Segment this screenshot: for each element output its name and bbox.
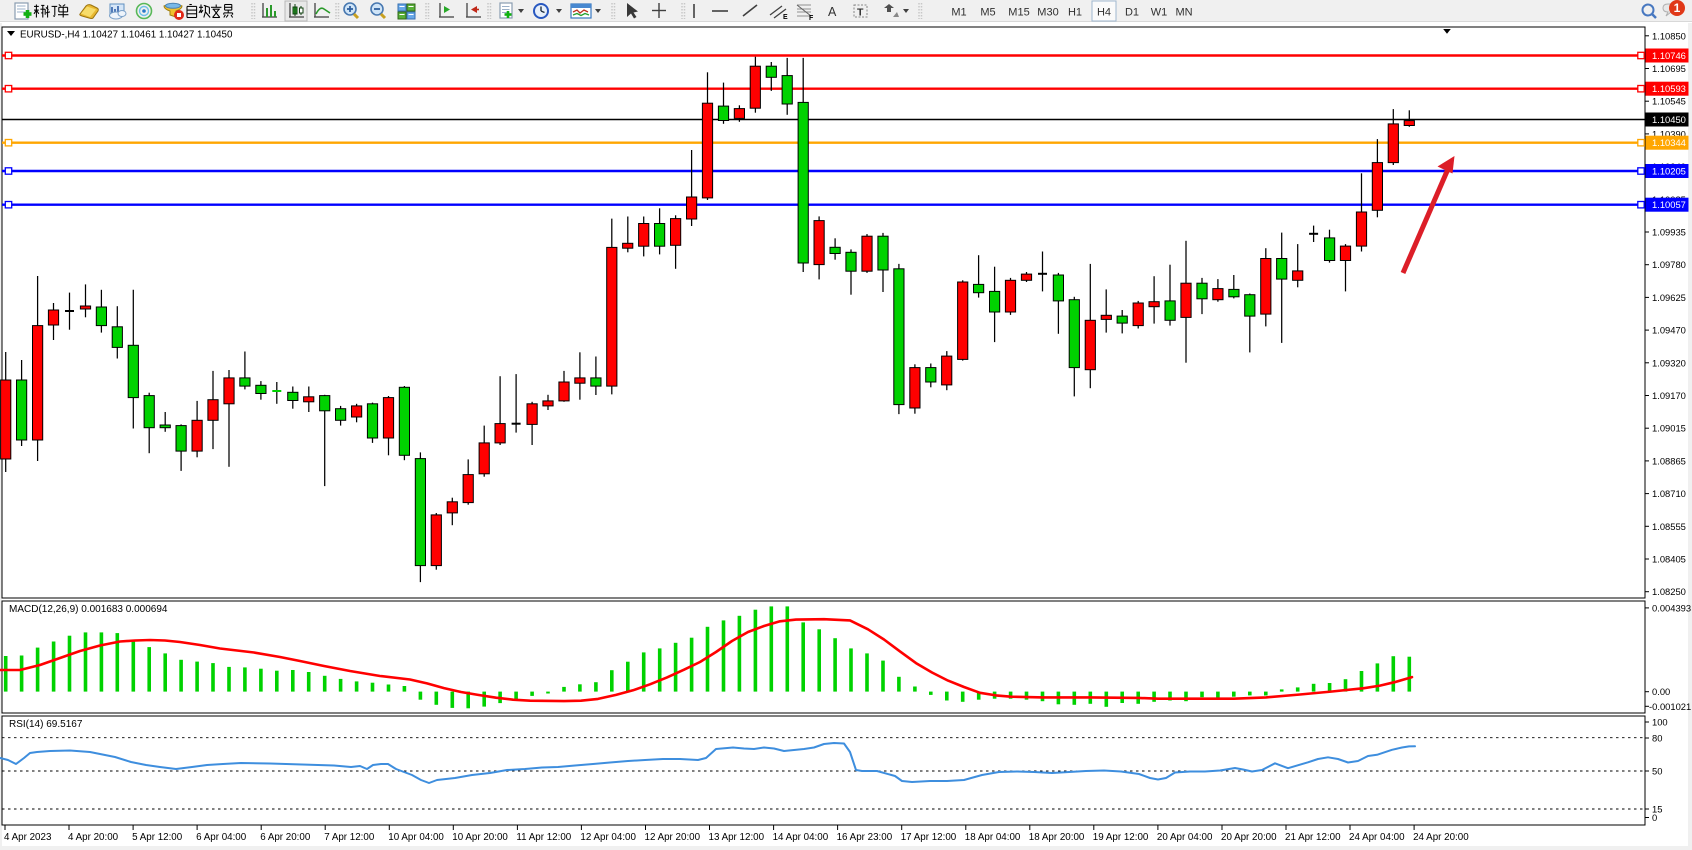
svg-text:0: 0: [1652, 812, 1657, 823]
svg-text:10 Apr 20:00: 10 Apr 20:00: [452, 832, 508, 843]
svg-text:7 Apr 12:00: 7 Apr 12:00: [324, 832, 375, 843]
svg-text:0.00: 0.00: [1652, 686, 1670, 697]
svg-text:1.10850: 1.10850: [1652, 30, 1686, 41]
svg-text:18 Apr 04:00: 18 Apr 04:00: [965, 832, 1021, 843]
svg-text:1.10344: 1.10344: [1652, 137, 1686, 148]
svg-text:EURUSD-,H4 1.10427 1.10461 1.: EURUSD-,H4 1.10427 1.10461 1.10427 1.104…: [20, 30, 233, 41]
svg-text:6 Apr 20:00: 6 Apr 20:00: [260, 832, 311, 843]
svg-text:18 Apr 20:00: 18 Apr 20:00: [1029, 832, 1085, 843]
svg-text:H1: H1: [1068, 7, 1082, 19]
svg-text:M1: M1: [951, 7, 966, 19]
svg-text:E: E: [783, 14, 788, 21]
svg-text:1.09935: 1.09935: [1652, 227, 1686, 238]
svg-text:1.09625: 1.09625: [1652, 292, 1686, 303]
svg-text:1.08405: 1.08405: [1652, 554, 1686, 565]
svg-text:10 Apr 04:00: 10 Apr 04:00: [388, 832, 444, 843]
svg-text:6 Apr 04:00: 6 Apr 04:00: [196, 832, 247, 843]
svg-text:13 Apr 12:00: 13 Apr 12:00: [709, 832, 765, 843]
svg-text:A: A: [828, 5, 837, 19]
svg-text:1.09170: 1.09170: [1652, 390, 1686, 401]
svg-text:1.08710: 1.08710: [1652, 488, 1686, 499]
svg-text:1: 1: [1674, 1, 1681, 15]
svg-text:19 Apr 12:00: 19 Apr 12:00: [1093, 832, 1149, 843]
svg-text:24 Apr 04:00: 24 Apr 04:00: [1349, 832, 1405, 843]
svg-text:50: 50: [1652, 766, 1662, 777]
svg-text:16 Apr 23:00: 16 Apr 23:00: [837, 832, 893, 843]
svg-text:MACD(12,26,9) 0.001683 0.00069: MACD(12,26,9) 0.001683 0.000694: [9, 604, 168, 615]
svg-text:5 Apr 12:00: 5 Apr 12:00: [132, 832, 183, 843]
svg-text:1.10593: 1.10593: [1652, 83, 1686, 94]
svg-text:1.10450: 1.10450: [1652, 114, 1686, 125]
svg-text:1.08555: 1.08555: [1652, 521, 1686, 532]
svg-text:14 Apr 04:00: 14 Apr 04:00: [773, 832, 829, 843]
svg-text:W1: W1: [1151, 7, 1168, 19]
svg-text:H4: H4: [1097, 7, 1111, 19]
svg-text:1.09470: 1.09470: [1652, 325, 1686, 336]
svg-text:4 Apr 2023: 4 Apr 2023: [4, 832, 52, 843]
svg-text:12 Apr 20:00: 12 Apr 20:00: [645, 832, 701, 843]
svg-text:80: 80: [1652, 733, 1662, 744]
svg-text:1.10545: 1.10545: [1652, 96, 1686, 107]
svg-text:1.10205: 1.10205: [1652, 166, 1686, 177]
svg-text:M30: M30: [1037, 7, 1058, 19]
svg-text:D1: D1: [1125, 7, 1139, 19]
svg-text:0.004393: 0.004393: [1652, 602, 1691, 613]
svg-text:1.08865: 1.08865: [1652, 455, 1686, 466]
svg-text:17 Apr 12:00: 17 Apr 12:00: [901, 832, 957, 843]
svg-text:M15: M15: [1008, 7, 1029, 19]
svg-text:24 Apr 20:00: 24 Apr 20:00: [1413, 832, 1469, 843]
svg-text:20 Apr 04:00: 20 Apr 04:00: [1157, 832, 1213, 843]
svg-text:1.09015: 1.09015: [1652, 423, 1686, 434]
svg-text:F: F: [809, 15, 814, 22]
svg-text:12 Apr 04:00: 12 Apr 04:00: [580, 832, 636, 843]
svg-text:M5: M5: [980, 7, 995, 19]
svg-text:11 Apr 12:00: 11 Apr 12:00: [516, 832, 571, 843]
svg-text:1.10057: 1.10057: [1652, 199, 1686, 210]
svg-text:15: 15: [1652, 804, 1662, 815]
svg-text:20 Apr 20:00: 20 Apr 20:00: [1221, 832, 1277, 843]
svg-text:100: 100: [1652, 717, 1668, 728]
svg-text:4 Apr 20:00: 4 Apr 20:00: [68, 832, 119, 843]
svg-text:21 Apr 12:00: 21 Apr 12:00: [1285, 832, 1341, 843]
svg-text:1.09780: 1.09780: [1652, 259, 1686, 270]
svg-text:1.10695: 1.10695: [1652, 63, 1686, 74]
svg-text:1.10390: 1.10390: [1652, 128, 1686, 139]
svg-text:T: T: [857, 7, 864, 19]
svg-text:-0.001021: -0.001021: [1649, 701, 1691, 712]
svg-text:1.08250: 1.08250: [1652, 586, 1686, 597]
svg-text:RSI(14) 69.5167: RSI(14) 69.5167: [9, 719, 83, 730]
svg-text:1.10746: 1.10746: [1652, 50, 1686, 61]
svg-text:MN: MN: [1175, 7, 1192, 19]
svg-text:1.09320: 1.09320: [1652, 357, 1686, 368]
